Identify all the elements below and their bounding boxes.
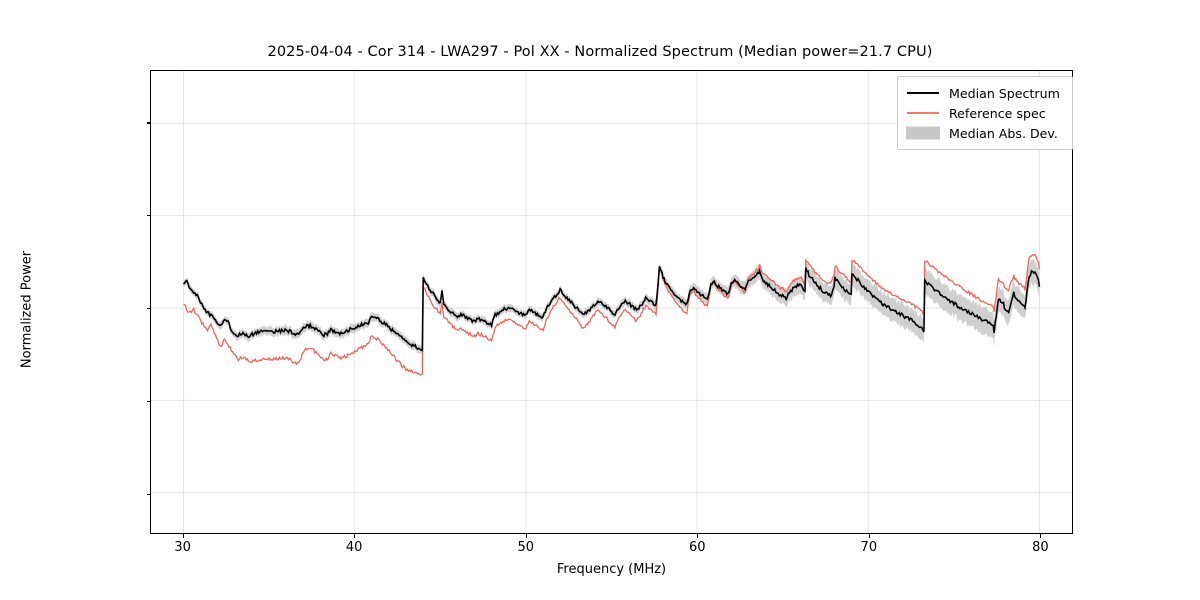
reference-spec-line xyxy=(183,253,1041,376)
x-tick-label: 30 xyxy=(174,540,191,555)
median-spectrum-line xyxy=(182,266,1041,352)
x-tick-label: 40 xyxy=(345,540,363,555)
legend-label-reference-spec: Reference spec xyxy=(949,105,1046,121)
y-tick-mark xyxy=(146,122,150,124)
legend-label-median-spectrum: Median Spectrum xyxy=(949,85,1060,101)
y-axis-label: Normalized Power xyxy=(19,250,35,369)
x-tick-mark xyxy=(1040,534,1042,538)
x-tick-label: 80 xyxy=(1032,540,1049,555)
x-tick-label: 60 xyxy=(688,540,706,555)
legend-line-swatch-black xyxy=(906,86,940,100)
x-tick-mark xyxy=(354,534,356,538)
legend-item-reference-spec[interactable]: Reference spec xyxy=(906,103,1064,123)
legend-item-median-abs-dev[interactable]: Median Abs. Dev. xyxy=(906,123,1064,143)
y-tick-mark xyxy=(146,308,150,310)
x-axis-label: Frequency (MHz) xyxy=(556,562,667,577)
legend-band-swatch-gray xyxy=(906,126,940,140)
x-tick-label: 50 xyxy=(517,540,534,555)
legend-item-median-spectrum[interactable]: Median Spectrum xyxy=(906,83,1064,103)
x-tick-mark xyxy=(525,534,527,538)
legend-label-median-abs-dev: Median Abs. Dev. xyxy=(949,125,1058,141)
x-tick-mark xyxy=(697,534,699,538)
mad-band xyxy=(183,257,1040,355)
y-tick-mark xyxy=(146,493,150,495)
page-title: 2025-04-04 - Cor 314 - LWA297 - Pol XX -… xyxy=(267,44,933,60)
legend[interactable]: Median Spectrum Reference spec Median Ab… xyxy=(897,76,1073,150)
x-tick-label: 70 xyxy=(860,540,878,555)
x-tick-mark xyxy=(868,534,870,538)
y-tick-mark xyxy=(146,400,150,402)
x-tick-mark xyxy=(182,534,184,538)
y-tick-mark xyxy=(146,215,150,217)
legend-line-swatch-red xyxy=(906,106,940,120)
spectrum-curves xyxy=(182,253,1041,376)
